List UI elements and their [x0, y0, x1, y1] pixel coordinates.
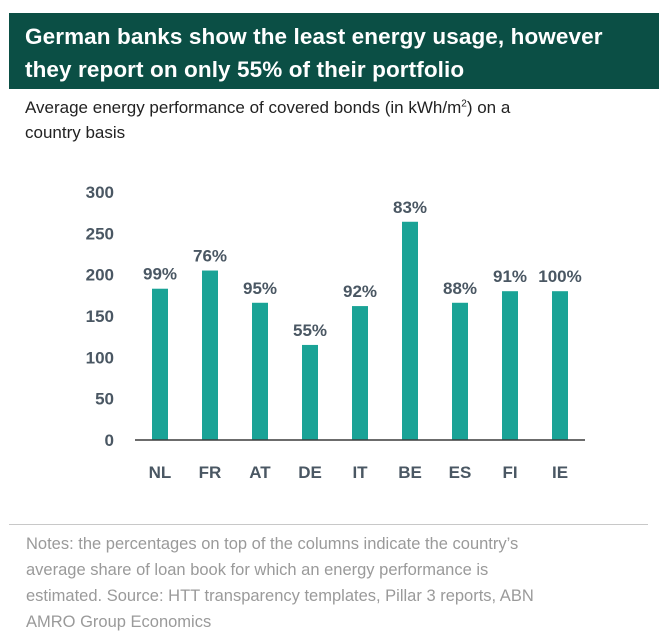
notes-line-2: average share of loan book for which an …: [26, 561, 489, 579]
chart-title-line-1: German banks show the least energy usage…: [25, 24, 603, 49]
notes-line-1: Notes: the percentages on top of the col…: [26, 535, 519, 553]
x-axis-ticks: NL FR AT DE IT BE ES FI IE: [149, 463, 568, 482]
bar-de: [302, 344, 318, 440]
data-label-nl: 99%: [143, 265, 177, 284]
data-label-de: 55%: [293, 321, 327, 340]
y-tick-label: 50: [95, 390, 114, 409]
x-tick-label-es: ES: [449, 463, 472, 482]
subtitle-superscript: 2: [461, 98, 467, 110]
subtitle-text-after: ) on a: [466, 98, 511, 117]
x-tick-label-it: IT: [352, 463, 368, 482]
x-tick-label-de: DE: [298, 463, 322, 482]
title-band: German banks show the least energy usage…: [9, 13, 659, 89]
y-tick-label: 100: [86, 348, 114, 367]
x-tick-label-ie: IE: [552, 463, 568, 482]
data-labels: 99% 76% 95% 55% 92% 83% 88% 91% 100%: [143, 198, 582, 340]
notes-line-4: AMRO Group Economics: [26, 613, 212, 631]
data-label-ie: 100%: [538, 267, 581, 286]
bar-ie: [552, 291, 568, 440]
notes-line-3: estimated. Source: HTT transparency temp…: [26, 587, 534, 605]
bar-fr: [202, 270, 218, 440]
x-tick-label-fi: FI: [502, 463, 517, 482]
subtitle-line-2: country basis: [25, 123, 126, 142]
chart-title-line-2: they report on only 55% of their portfol…: [25, 57, 465, 82]
y-tick-label: 0: [105, 431, 114, 450]
y-tick-label: 250: [86, 224, 114, 243]
bar-chart: 0 50 100 150 200 250 300 99% 76% 95% 55% 92% 83% 88%…: [86, 183, 585, 482]
bar-nl: [152, 288, 168, 440]
chart-subtitle: Average energy performance of covered bo…: [25, 95, 645, 145]
y-axis-ticks: 0 50 100 150 200 250 300: [86, 183, 114, 450]
subtitle-text: Average energy performance of covered bo…: [25, 98, 462, 117]
data-label-fr: 76%: [193, 247, 227, 266]
x-tick-label-be: BE: [398, 463, 422, 482]
bar-es: [452, 302, 468, 440]
bar-it: [352, 306, 368, 440]
data-label-be: 83%: [393, 198, 427, 217]
data-label-es: 88%: [443, 279, 477, 298]
notes-divider: [9, 524, 648, 525]
bar-at: [252, 302, 268, 440]
notes: Notes: the percentages on top of the col…: [26, 531, 656, 635]
data-label-fi: 91%: [493, 267, 527, 286]
y-tick-label: 300: [86, 183, 114, 202]
bars: [152, 221, 568, 440]
y-tick-label: 150: [86, 307, 114, 326]
x-tick-label-nl: NL: [149, 463, 172, 482]
data-label-at: 95%: [243, 279, 277, 298]
x-tick-label-at: AT: [249, 463, 271, 482]
bar-fi: [502, 291, 518, 440]
x-tick-label-fr: FR: [199, 463, 222, 482]
y-tick-label: 200: [86, 266, 114, 285]
bar-be: [402, 221, 418, 440]
data-label-it: 92%: [343, 282, 377, 301]
